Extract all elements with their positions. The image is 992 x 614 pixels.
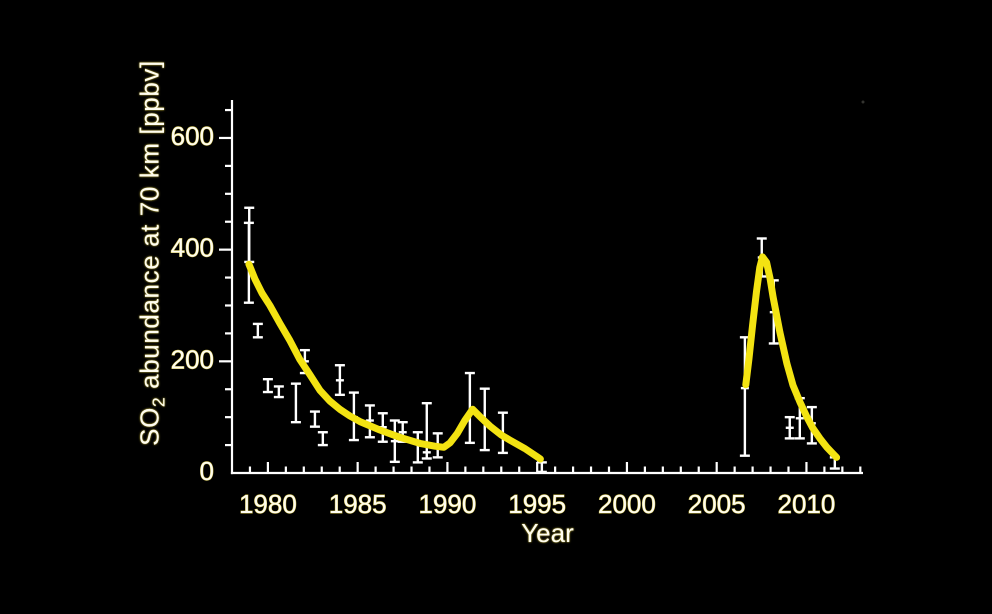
y-tick-label: 400 xyxy=(171,233,214,263)
observations-errorbars xyxy=(243,206,840,474)
stray-pixel xyxy=(861,100,865,104)
error-bar xyxy=(309,410,320,428)
axes xyxy=(230,100,863,475)
error-bar xyxy=(262,377,273,394)
x-tick-label: 2010 xyxy=(778,489,836,519)
y-axis-title: SO2 abundance at 70 km [ppbv] xyxy=(134,60,169,446)
x-axis-title: Year xyxy=(521,518,574,548)
model-fit-1979-1995 xyxy=(245,260,544,463)
error-bar xyxy=(334,364,345,397)
error-bar xyxy=(784,415,795,440)
error-bar xyxy=(412,431,423,464)
y-tick-label: 600 xyxy=(171,121,214,151)
x-tick-label: 1985 xyxy=(329,489,387,519)
error-bar xyxy=(290,382,301,424)
error-bar xyxy=(273,385,284,399)
error-bar xyxy=(389,419,400,464)
model-fit-2006-2012 xyxy=(742,253,841,461)
x-ticks xyxy=(248,462,862,472)
y-axis-title-prefix: SO xyxy=(134,407,165,446)
error-bar xyxy=(536,461,547,474)
y-axis-title-rest: abundance at 70 km [ppbv] xyxy=(134,60,165,397)
error-bar xyxy=(317,431,328,447)
x-tick-label: 1990 xyxy=(418,489,476,519)
x-tick-label: 1980 xyxy=(239,489,297,519)
y-axis-title-subscript: 2 xyxy=(148,396,169,408)
y-ticks xyxy=(219,108,232,447)
y-tick-labels: 0 200 400 600 xyxy=(170,121,214,487)
x-tick-label: 2005 xyxy=(688,489,746,519)
x-tick-label: 1995 xyxy=(508,489,566,519)
x-tick-labels: 1980 1985 1990 1995 2000 2005 2010 xyxy=(239,489,836,520)
error-bar xyxy=(252,322,263,339)
y-tick-label: 0 xyxy=(200,456,214,486)
error-bar xyxy=(244,206,255,264)
x-tick-label: 2000 xyxy=(598,489,656,519)
y-tick-label: 200 xyxy=(171,344,214,374)
error-bar xyxy=(364,404,375,439)
error-bar xyxy=(421,402,432,460)
